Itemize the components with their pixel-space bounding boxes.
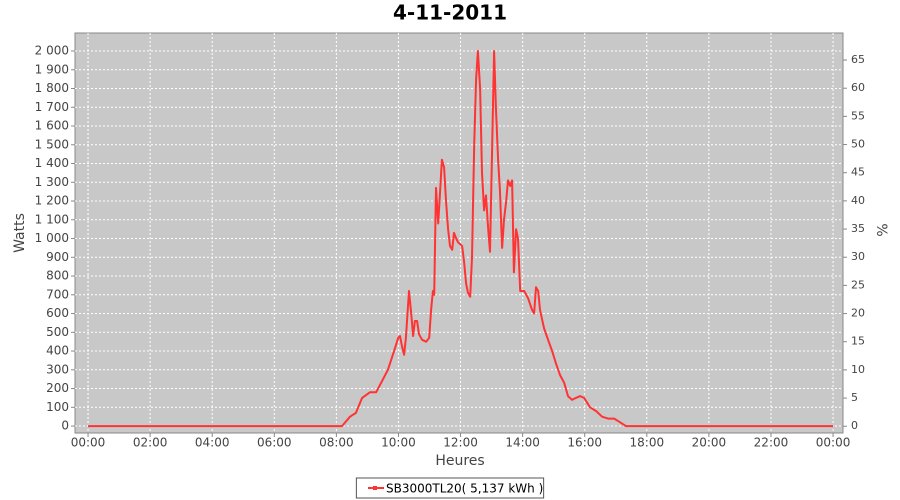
y2-tick-label: 50 <box>851 138 865 151</box>
x-tick-label: 02:00 <box>133 436 168 450</box>
y-tick-label: 700 <box>46 287 69 301</box>
y2-tick-label: 65 <box>851 53 865 66</box>
y-tick-label: 1 100 <box>35 212 69 226</box>
y-tick-label: 1 300 <box>35 175 69 189</box>
y-tick-label: 1 000 <box>35 231 69 245</box>
y2-axis-title: % <box>873 223 889 236</box>
x-tick-label: 00:00 <box>71 436 106 450</box>
y2-tick-label: 45 <box>851 166 865 179</box>
x-tick-label: 18:00 <box>630 436 665 450</box>
y-tick-label: 0 <box>61 419 69 433</box>
y-tick-label: 1 400 <box>35 156 69 170</box>
y-tick-label: 800 <box>46 269 69 283</box>
legend-label: SB3000TL20( 5,137 kWh ) <box>386 482 543 496</box>
x-tick-label: 04:00 <box>195 436 230 450</box>
x-tick-label: 00:00 <box>816 436 851 450</box>
data-line <box>88 50 834 428</box>
y2-tick-label: 15 <box>851 335 865 348</box>
x-tick-label: 10:00 <box>381 436 416 450</box>
y-tick-label: 1 600 <box>35 119 69 133</box>
y-tick-label: 1 900 <box>35 62 69 76</box>
y2-tick-label: 30 <box>851 250 865 263</box>
y-tick-label: 1 200 <box>35 194 69 208</box>
x-tick-label: 22:00 <box>754 436 789 450</box>
y2-tick-label: 35 <box>851 222 865 235</box>
y-tick-label: 400 <box>46 344 69 358</box>
x-tick-label: 12:00 <box>443 436 478 450</box>
y-tick-label: 2 000 <box>35 44 69 58</box>
y-tick-label: 300 <box>46 362 69 376</box>
chart-title: 4-11-2011 <box>393 1 507 25</box>
y2-tick-label: 0 <box>851 419 858 432</box>
y-tick-label: 1 700 <box>35 100 69 114</box>
y-tick-label: 1 500 <box>35 137 69 151</box>
y2-tick-label: 55 <box>851 109 865 122</box>
y-axis-title: Watts <box>12 213 28 253</box>
y-tick-label: 900 <box>46 250 69 264</box>
x-tick-label: 06:00 <box>257 436 292 450</box>
y2-tick-label: 25 <box>851 278 865 291</box>
x-tick-label: 20:00 <box>692 436 727 450</box>
y2-tick-label: 20 <box>851 307 865 320</box>
legend-marker <box>373 486 377 490</box>
y2-tick-label: 10 <box>851 363 865 376</box>
x-tick-label: 14:00 <box>505 436 540 450</box>
y-tick-label: 1 800 <box>35 81 69 95</box>
plot-area <box>74 32 844 434</box>
y-tick-label: 100 <box>46 400 69 414</box>
x-tick-label: 08:00 <box>319 436 354 450</box>
x-tick-label: 16:00 <box>567 436 602 450</box>
x-axis-title: Heures <box>435 453 484 469</box>
y2-tick-label: 60 <box>851 81 865 94</box>
y-tick-label: 200 <box>46 381 69 395</box>
y2-tick-label: 5 <box>851 391 858 404</box>
y-tick-label: 600 <box>46 306 69 320</box>
legend-box <box>355 477 545 499</box>
y2-tick-label: 40 <box>851 194 865 207</box>
y-tick-label: 500 <box>46 325 69 339</box>
